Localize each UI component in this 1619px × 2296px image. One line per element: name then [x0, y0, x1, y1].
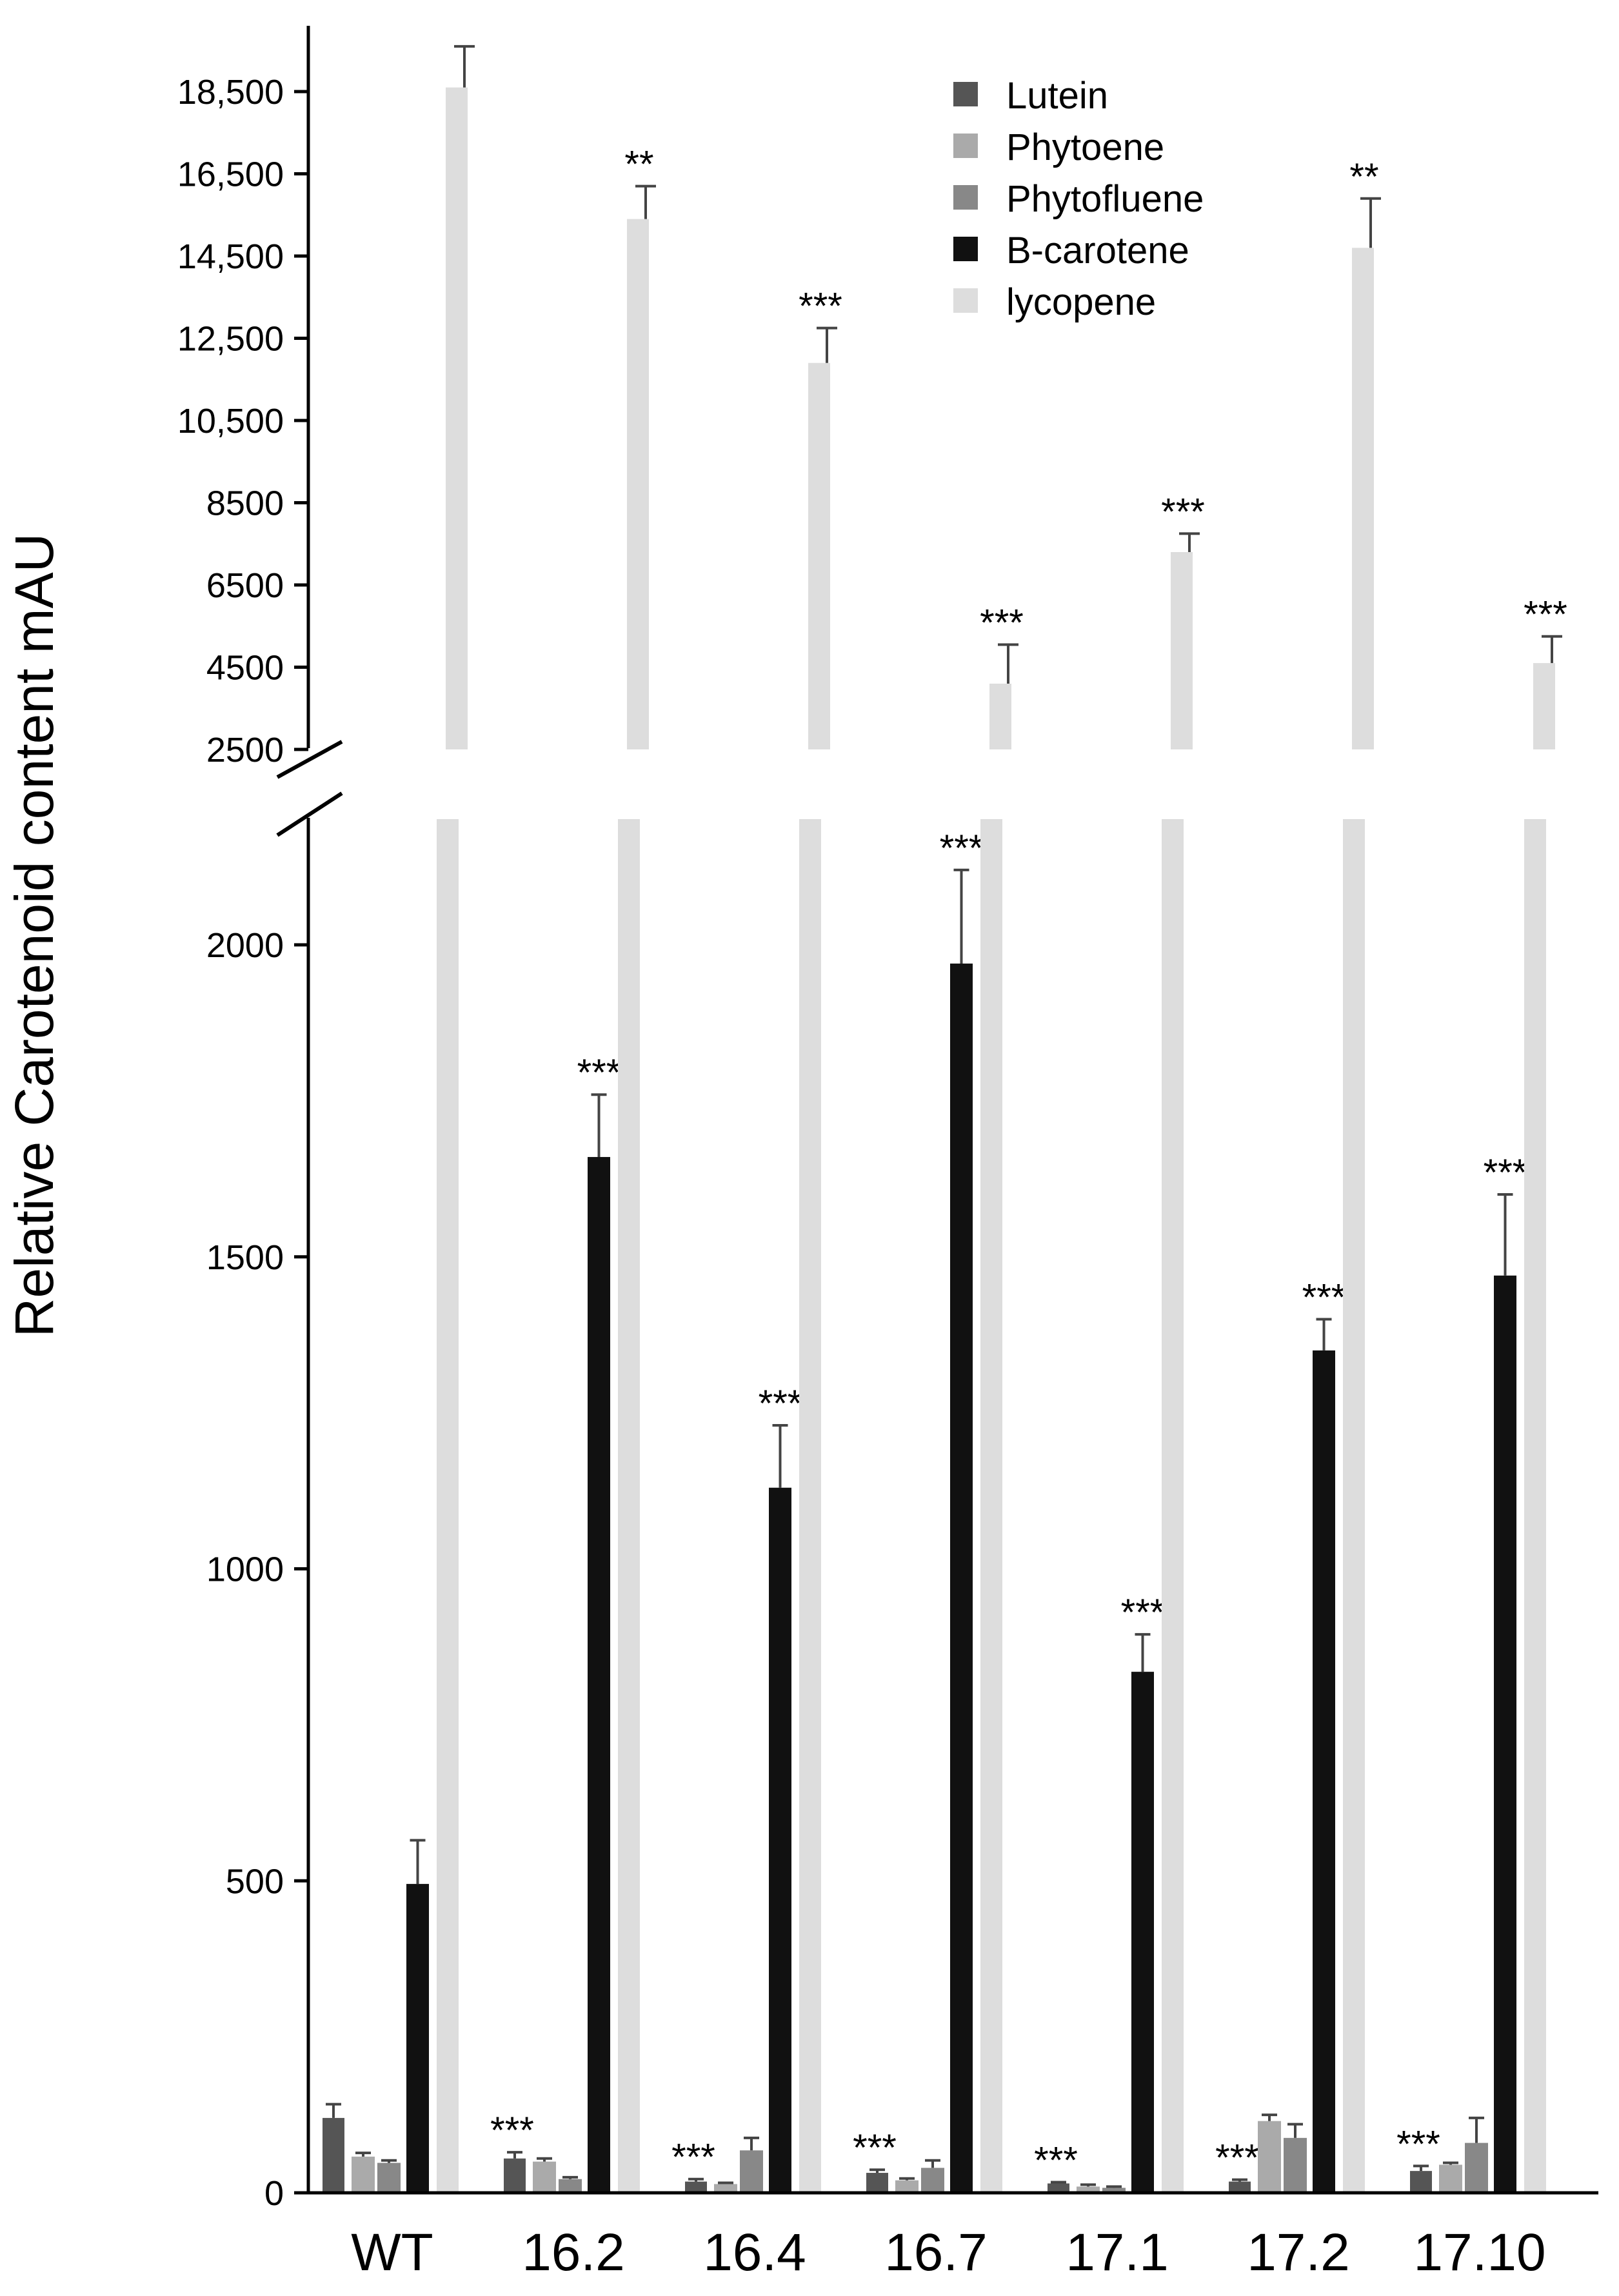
bar-lycopene-17-2-lower — [1343, 819, 1365, 2193]
axes: 0 500 1000 1500 2000 2500 4500 6500 8500 10,500 12… — [177, 26, 1598, 2282]
y-tick-label-lower: 1000 — [206, 1550, 284, 1589]
bar-b-carotene-17-2 — [1313, 1350, 1335, 2193]
legend-swatch-b-carotene — [953, 237, 978, 261]
bar-lycopene-17-10-upper — [1533, 663, 1555, 749]
bar-lycopene-17-10-lower — [1524, 819, 1546, 2193]
legend-label-lutein: Lutein — [1006, 75, 1108, 117]
bar-lycopene-wt-upper — [446, 87, 468, 749]
y-tick-label-upper: 12,500 — [177, 320, 284, 359]
sig-label-b-carotene-17-10: *** — [1484, 1152, 1527, 1194]
bar-lycopene-16-4-upper — [808, 362, 830, 749]
x-tick-label-17-1: 17.1 — [1066, 2223, 1169, 2282]
legend-label-phytofluene: Phytofluene — [1006, 178, 1204, 220]
bar-lutein-16-7 — [866, 2173, 888, 2193]
bar-lycopene-17-2-upper — [1352, 248, 1374, 749]
legend-swatch-lutein — [953, 82, 978, 106]
bar-lycopene-16-2-upper — [627, 219, 649, 749]
y-tick-label-upper: 10,500 — [177, 402, 284, 440]
bar-b-carotene-16-4 — [769, 1487, 791, 2193]
bar-phytofluene-16-4 — [740, 2150, 763, 2193]
y-tick-label-lower: 0 — [264, 2174, 284, 2213]
sig-label-b-carotene-17-2: *** — [1302, 1277, 1346, 1319]
bar-phytofluene-17-10 — [1465, 2143, 1488, 2193]
bar-lycopene-17-1-lower — [1162, 819, 1184, 2193]
sig-label-b-carotene-16-2: *** — [577, 1052, 621, 1094]
y-tick-label-upper: 6500 — [206, 566, 284, 605]
sig-label-lutein-17-10: *** — [1396, 2123, 1440, 2165]
bar-phytofluene-17-2 — [1284, 2137, 1307, 2193]
sig-label-lycopene-16-2: ** — [624, 144, 653, 186]
legend-swatch-lycopene — [953, 288, 978, 313]
sig-label-lycopene-17-10: *** — [1524, 594, 1567, 636]
plot-area: ****** *** *** *** *************************… — [323, 45, 1567, 2193]
y-tick-label-upper: 8500 — [206, 484, 284, 523]
bar-lycopene-16-7-lower — [980, 819, 1002, 2193]
bar-lutein-wt — [323, 2117, 344, 2193]
bar-phytoene-wt — [352, 2156, 375, 2193]
legend-label-lycopene: lycopene — [1006, 281, 1156, 323]
legend: Lutein Phytoene Phytofluene B-carotene lycop… — [953, 75, 1204, 323]
bar-b-carotene-wt — [406, 1884, 429, 2193]
y-axis-label: Relative Carotenoid content mAU — [4, 533, 65, 1338]
bar-lutein-17-2 — [1229, 2181, 1251, 2193]
y-tick-label-lower: 500 — [226, 1862, 284, 1901]
axis-break-mark — [276, 791, 343, 837]
bar-phytofluene-17-1 — [1102, 2188, 1126, 2193]
bar-phytofluene-16-7 — [921, 2168, 944, 2193]
y-tick-label-upper: 4500 — [206, 649, 284, 688]
y-tick-label-upper: 18,500 — [177, 73, 284, 112]
sig-label-lycopene-17-2: ** — [1349, 156, 1378, 198]
y-tick-label-lower: 1500 — [206, 1238, 284, 1277]
axis-break-mark — [276, 740, 343, 779]
sig-label-lutein-16-2: *** — [490, 2110, 534, 2152]
bar-lycopene-16-4-lower — [799, 819, 821, 2193]
sig-label-b-carotene-17-1: *** — [1121, 1592, 1165, 1634]
sig-label-lycopene-16-4: *** — [799, 286, 842, 328]
legend-swatch-phytoene — [953, 134, 978, 158]
sig-label-lutein-16-4: *** — [671, 2137, 715, 2179]
bar-b-carotene-17-10 — [1494, 1275, 1516, 2193]
y-tick-label-upper: 16,500 — [177, 155, 284, 194]
sig-label-b-carotene-16-4: *** — [759, 1383, 802, 1425]
x-tick-label-16-7: 16.7 — [884, 2223, 988, 2282]
bar-lycopene-16-7-upper — [989, 684, 1011, 749]
bar-lutein-16-4 — [685, 2181, 707, 2193]
bar-lycopene-16-2-lower — [618, 819, 640, 2193]
bar-lutein-17-1 — [1048, 2183, 1069, 2193]
legend-label-phytoene: Phytoene — [1006, 126, 1164, 168]
sig-label-b-carotene-16-7: *** — [940, 827, 984, 869]
legend-label-b-carotene: B-carotene — [1006, 230, 1189, 272]
bar-phytoene-16-4 — [714, 2184, 737, 2193]
bar-phytoene-17-10 — [1439, 2164, 1462, 2193]
y-tick-label-upper: 14,500 — [177, 237, 284, 276]
bar-b-carotene-16-2 — [588, 1156, 610, 2193]
x-tick-label-17-2: 17.2 — [1247, 2223, 1350, 2282]
bar-phytoene-17-1 — [1077, 2186, 1100, 2193]
bar-phytoene-17-2 — [1258, 2121, 1281, 2193]
bar-phytofluene-16-2 — [559, 2179, 582, 2193]
legend-swatch-phytofluene — [953, 185, 978, 210]
bar-phytofluene-wt — [377, 2162, 401, 2193]
sig-label-lutein-17-2: *** — [1215, 2137, 1259, 2179]
bar-phytoene-16-7 — [895, 2180, 919, 2193]
sig-label-lutein-16-7: *** — [853, 2127, 897, 2169]
y-tick-label-upper: 2500 — [206, 731, 284, 769]
bar-lutein-17-10 — [1410, 2171, 1432, 2193]
x-tick-label-16-2: 16.2 — [522, 2223, 625, 2282]
bar-lutein-16-2 — [504, 2158, 526, 2193]
sig-label-lutein-17-1: *** — [1034, 2140, 1078, 2182]
y-tick-label-lower: 2000 — [206, 926, 284, 965]
sig-label-lycopene-16-7: *** — [980, 602, 1024, 644]
x-tick-label-wt: WT — [351, 2223, 433, 2282]
bar-lycopene-17-1-upper — [1171, 552, 1193, 749]
bar-lycopene-wt-lower — [437, 819, 459, 2193]
bar-b-carotene-17-1 — [1131, 1672, 1154, 2193]
bar-b-carotene-16-7 — [950, 964, 973, 2193]
sig-label-lycopene-17-1: *** — [1161, 491, 1205, 533]
x-tick-label-17-10: 17.10 — [1413, 2223, 1545, 2282]
bar-phytoene-16-2 — [533, 2161, 556, 2193]
x-tick-label-16-4: 16.4 — [703, 2223, 806, 2282]
